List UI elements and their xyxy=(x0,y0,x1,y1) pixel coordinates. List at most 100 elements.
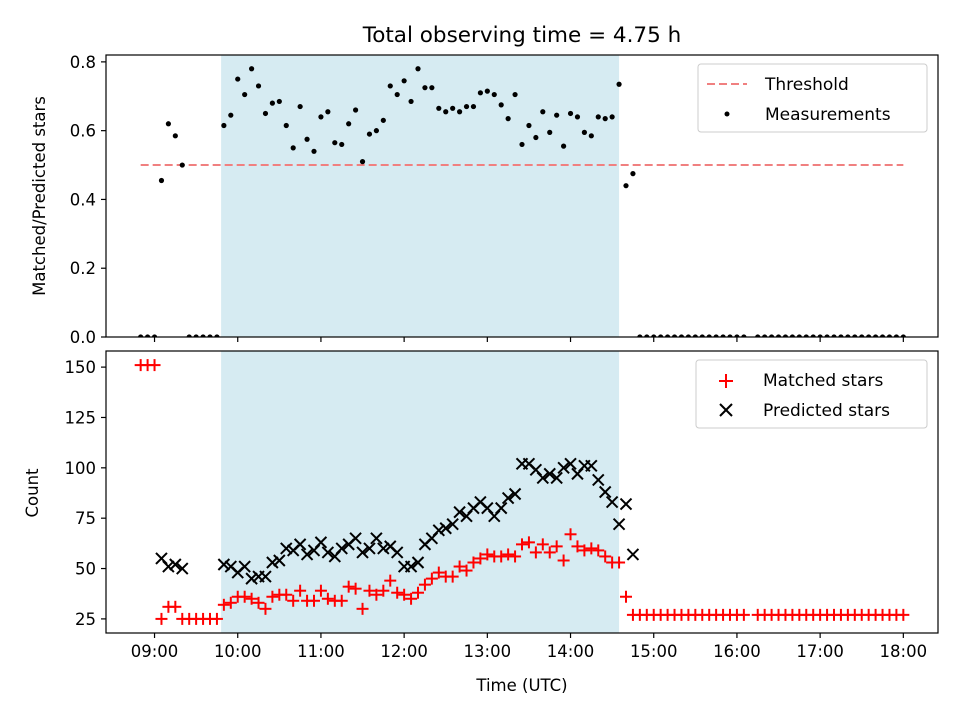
measurement-point xyxy=(561,143,567,149)
measurement-point xyxy=(269,100,275,106)
matched-star-point xyxy=(169,600,182,613)
matched-star-point xyxy=(571,540,584,553)
measurement-point xyxy=(450,105,456,111)
matched-star-point xyxy=(238,590,251,603)
measurement-point xyxy=(422,85,428,91)
bottom-observing-window xyxy=(221,351,620,633)
predicted-star-point xyxy=(280,542,293,555)
bottom-legend: Matched stars Predicted stars xyxy=(695,359,928,429)
measurement-point xyxy=(463,103,470,110)
measurement-point xyxy=(172,133,178,139)
measurement-point xyxy=(651,334,657,337)
measurement-point xyxy=(540,109,546,115)
matched-star-point xyxy=(502,548,515,561)
measurement-point xyxy=(145,334,151,337)
measurement-point xyxy=(443,109,449,115)
matched-star-point xyxy=(342,580,355,593)
predicted-star-point xyxy=(245,572,258,585)
matched-star-point xyxy=(391,586,404,599)
measurement-point xyxy=(346,121,352,127)
measurement-point xyxy=(609,114,615,120)
matched-star-point xyxy=(585,542,598,555)
measurement-point xyxy=(255,83,262,89)
legend-predicted-label: Predicted stars xyxy=(763,401,890,421)
top-legend-box xyxy=(697,63,928,133)
bottom-plot-frame xyxy=(105,350,939,634)
measurement-point xyxy=(602,116,608,122)
top-x-ticks xyxy=(153,337,904,342)
measurement-point xyxy=(581,129,588,135)
measurement-point xyxy=(158,177,165,184)
measurement-point xyxy=(713,334,719,337)
matched-stars-points xyxy=(134,359,910,625)
measurement-point xyxy=(519,141,525,148)
measurement-point xyxy=(644,334,650,337)
predicted-star-point xyxy=(543,467,556,481)
measurement-point xyxy=(138,334,144,337)
legend-measurements-label: Measurements xyxy=(765,105,891,125)
measurement-point xyxy=(221,122,227,129)
y-tick-label: 50 xyxy=(75,560,96,579)
legend-measurements-swatch xyxy=(724,111,730,117)
predicted-star-point xyxy=(550,471,563,485)
measurement-point xyxy=(630,171,636,177)
x-tick-label: 17:00 xyxy=(796,642,844,661)
measurement-point xyxy=(879,334,886,337)
measurement-point xyxy=(228,112,234,118)
measurement-point xyxy=(699,334,705,337)
measurement-point xyxy=(491,91,497,98)
bottom-x-axis-label: Time (UTC) xyxy=(475,676,567,695)
predicted-star-point xyxy=(370,532,383,545)
measurement-point xyxy=(186,334,192,337)
predicted-star-point xyxy=(314,536,328,549)
measurement-point xyxy=(526,122,532,129)
matched-star-point xyxy=(314,584,327,597)
measurement-point xyxy=(512,91,518,98)
y-tick-label: 0.0 xyxy=(70,328,96,347)
x-tick-label: 13:00 xyxy=(464,642,512,661)
measurement-point xyxy=(235,76,241,82)
measurement-point xyxy=(810,334,816,337)
measurement-point xyxy=(671,334,678,337)
legend-threshold-label: Threshold xyxy=(764,75,849,95)
bottom-x-ticks: 09:00 10:00 11:00 12:00 13:00 14:00 15:00 16:00… xyxy=(131,633,927,661)
measurement-point xyxy=(318,114,324,120)
matched-star-point xyxy=(737,608,750,621)
y-tick-label: 125 xyxy=(65,408,97,427)
measurement-point xyxy=(484,88,490,94)
x-tick-label: 11:00 xyxy=(297,642,345,661)
measurement-point xyxy=(567,110,574,117)
measurement-point xyxy=(366,131,373,137)
measurement-point xyxy=(588,133,594,139)
predicted-star-point xyxy=(605,495,619,509)
measurement-point xyxy=(727,334,733,337)
y-tick-label: 0.8 xyxy=(70,53,96,72)
predicted-star-point xyxy=(564,457,577,471)
measurement-point xyxy=(276,98,282,105)
matched-star-point xyxy=(418,578,431,591)
x-tick-label: 15:00 xyxy=(630,642,678,661)
top-plot-frame xyxy=(105,54,939,338)
top-legend: Threshold Measurements xyxy=(697,63,928,133)
legend-predicted-swatch xyxy=(719,403,733,417)
y-tick-label: 0.6 xyxy=(70,122,96,141)
predicted-star-point xyxy=(612,518,626,531)
measurement-point xyxy=(706,334,712,337)
measurement-point xyxy=(429,85,435,91)
measurement-point xyxy=(775,334,782,337)
measurement-point xyxy=(325,109,331,115)
measurement-point xyxy=(214,334,220,337)
matched-star-point xyxy=(543,546,556,559)
bottom-y-axis-label: Count xyxy=(23,468,42,518)
predicted-star-point xyxy=(453,505,466,519)
x-tick-label: 12:00 xyxy=(380,642,428,661)
measurement-point xyxy=(262,110,269,117)
measurement-point xyxy=(165,121,171,127)
predicted-star-point xyxy=(169,558,182,571)
measurement-point xyxy=(290,145,296,151)
matched-star-point xyxy=(467,556,480,569)
matched-star-point xyxy=(613,556,626,569)
measurement-point xyxy=(387,83,393,89)
measurement-point xyxy=(242,91,248,98)
measurement-point xyxy=(380,117,386,123)
